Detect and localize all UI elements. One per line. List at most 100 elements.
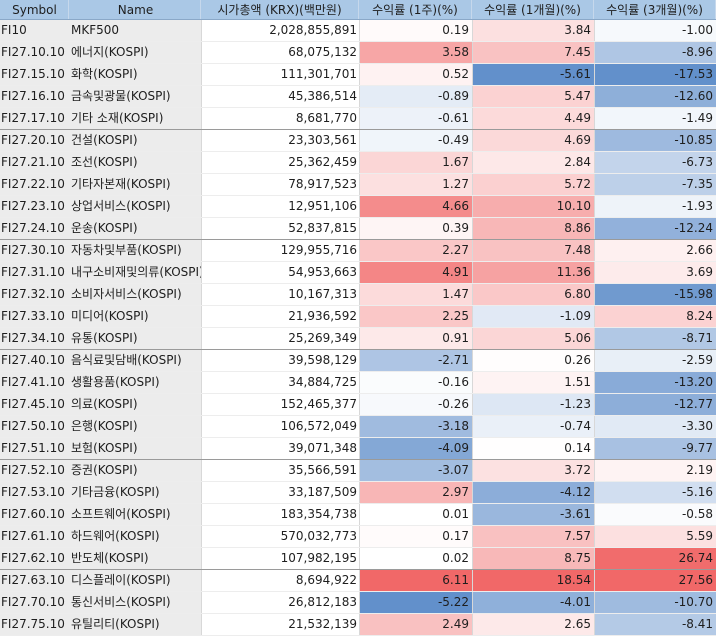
cell-return-1w: 6.11 <box>359 570 472 591</box>
table-row[interactable]: FI27.24.10 운송(KOSPI) 52,837,815 0.39 8.86 -12… <box>0 218 716 240</box>
cell-name: 자동차및부품(KOSPI) <box>69 240 201 261</box>
cell-return-3m: -1.93 <box>594 196 716 217</box>
cell-return-3m: -3.30 <box>594 416 716 437</box>
cell-return-3m: 2.66 <box>594 240 716 261</box>
table-row[interactable]: FI27.45.10 의료(KOSPI) 152,465,377 -0.26 -1.23… <box>0 394 716 416</box>
table-row[interactable]: FI27.32.10 소비자서비스(KOSPI) 10,167,313 1.47 6.8… <box>0 284 716 306</box>
cell-return-3m: -8.41 <box>594 614 716 635</box>
cell-return-1m: 5.06 <box>472 328 594 349</box>
cell-return-3m: 5.59 <box>594 526 716 547</box>
cell-name: 생활용품(KOSPI) <box>69 372 201 393</box>
cell-return-3m: 2.19 <box>594 460 716 481</box>
cell-market-cap: 34,884,725 <box>201 372 359 393</box>
cell-symbol: FI27.60.10 <box>0 504 69 525</box>
cell-name: 기타금융(KOSPI) <box>69 482 201 503</box>
col-header-return-1m[interactable]: 수익률 (1개월)(%) <box>472 0 594 19</box>
cell-market-cap: 12,951,106 <box>201 196 359 217</box>
cell-market-cap: 183,354,738 <box>201 504 359 525</box>
cell-symbol: FI27.30.10 <box>0 240 69 261</box>
cell-return-3m: -8.71 <box>594 328 716 349</box>
cell-market-cap: 68,075,132 <box>201 42 359 63</box>
table-row[interactable]: FI27.51.10 보험(KOSPI) 39,071,348 -4.09 0.14 -9… <box>0 438 716 460</box>
cell-return-1m: -0.74 <box>472 416 594 437</box>
table-row[interactable]: FI27.75.10 유틸리티(KOSPI) 21,532,139 2.49 2.65-… <box>0 614 716 636</box>
cell-return-1w: 0.19 <box>359 20 472 41</box>
cell-return-1m: 2.84 <box>472 152 594 173</box>
table-row[interactable]: FI27.33.10 미디어(KOSPI) 21,936,592 2.25 -1.09 8… <box>0 306 716 328</box>
table-row[interactable]: FI27.61.10 하드웨어(KOSPI) 570,032,773 0.17 7.57… <box>0 526 716 548</box>
cell-return-1m: 7.45 <box>472 42 594 63</box>
cell-name: 보험(KOSPI) <box>69 438 201 459</box>
table-row[interactable]: FI27.60.10 소프트웨어(KOSPI) 183,354,738 0.01 -3.… <box>0 504 716 526</box>
cell-symbol: FI27.16.10 <box>0 86 69 107</box>
cell-market-cap: 23,303,561 <box>201 130 359 151</box>
cell-return-1w: 3.58 <box>359 42 472 63</box>
cell-return-1m: 5.72 <box>472 174 594 195</box>
cell-return-1m: 0.14 <box>472 438 594 459</box>
table-row[interactable]: FI27.41.10 생활용품(KOSPI) 34,884,725 -0.16 1.51… <box>0 372 716 394</box>
cell-return-1w: -0.26 <box>359 394 472 415</box>
col-header-symbol[interactable]: Symbol <box>0 0 69 19</box>
cell-symbol: FI27.23.10 <box>0 196 69 217</box>
cell-return-3m: -12.77 <box>594 394 716 415</box>
cell-return-1m: 11.36 <box>472 262 594 283</box>
cell-market-cap: 33,187,509 <box>201 482 359 503</box>
cell-return-1w: -5.22 <box>359 592 472 613</box>
table-row[interactable]: FI27.20.10 건설(KOSPI) 23,303,561 -0.49 4.69 -1… <box>0 130 716 152</box>
table-row[interactable]: FI27.23.10 상업서비스(KOSPI) 12,951,106 4.66 10.1… <box>0 196 716 218</box>
table-row[interactable]: FI27.17.10 기타 소재(KOSPI) 8,681,770 -0.61 4.49… <box>0 108 716 130</box>
cell-return-1m: 3.72 <box>472 460 594 481</box>
table-row[interactable]: FI27.52.10 증권(KOSPI) 35,566,591 -3.07 3.72 2.… <box>0 460 716 482</box>
cell-name: 에너지(KOSPI) <box>69 42 201 63</box>
col-header-return-1w[interactable]: 수익률 (1주)(%) <box>359 0 472 19</box>
cell-market-cap: 52,837,815 <box>201 218 359 239</box>
cell-return-1w: -3.18 <box>359 416 472 437</box>
cell-name: 유통(KOSPI) <box>69 328 201 349</box>
cell-symbol: FI27.15.10 <box>0 64 69 85</box>
table-row[interactable]: FI27.53.10 기타금융(KOSPI) 33,187,509 2.97 -4.12… <box>0 482 716 504</box>
table-row[interactable]: FI27.34.10 유통(KOSPI) 25,269,349 0.91 5.06 -8.… <box>0 328 716 350</box>
table-row[interactable]: FI27.15.10 화학(KOSPI) 111,301,701 0.52 -5.61-… <box>0 64 716 86</box>
cell-name: 기타 소재(KOSPI) <box>69 108 201 129</box>
cell-name: 기타자본재(KOSPI) <box>69 174 201 195</box>
table-row[interactable]: FI27.62.10 반도체(KOSPI) 107,982,195 0.02 8.75 2… <box>0 548 716 570</box>
cell-return-1m: 0.26 <box>472 350 594 371</box>
cell-symbol: FI27.32.10 <box>0 284 69 305</box>
col-header-return-3m[interactable]: 수익률 (3개월)(%) <box>594 0 716 19</box>
cell-return-1w: -0.61 <box>359 108 472 129</box>
cell-market-cap: 8,681,770 <box>201 108 359 129</box>
table-row[interactable]: FI27.50.10 은행(KOSPI) 106,572,049 -3.18 -0.74… <box>0 416 716 438</box>
grid-header: Symbol Name 시가총액 (KRX)(백만원) 수익률 (1주)(%) … <box>0 0 716 20</box>
table-row[interactable]: FI27.70.10 통신서비스(KOSPI) 26,812,183 -5.22 -4.… <box>0 592 716 614</box>
cell-return-1w: 2.25 <box>359 306 472 327</box>
cell-return-1m: 5.47 <box>472 86 594 107</box>
cell-return-3m: -10.85 <box>594 130 716 151</box>
table-row[interactable]: FI10 MKF500 2,028,855,891 0.19 3.84 -1.00 <box>0 20 716 42</box>
cell-market-cap: 26,812,183 <box>201 592 359 613</box>
cell-return-1w: 1.67 <box>359 152 472 173</box>
table-row[interactable]: FI27.40.10 음식료및담배(KOSPI) 39,598,129 -2.71 0.… <box>0 350 716 372</box>
table-row[interactable]: FI27.30.10 자동차및부품(KOSPI) 129,955,716 2.27 7.… <box>0 240 716 262</box>
cell-market-cap: 8,694,922 <box>201 570 359 591</box>
cell-return-1w: -4.09 <box>359 438 472 459</box>
table-row[interactable]: FI27.10.10 에너지(KOSPI) 68,075,132 3.58 7.45 -8… <box>0 42 716 64</box>
table-row[interactable]: FI27.22.10 기타자본재(KOSPI) 78,917,523 1.27 5.72… <box>0 174 716 196</box>
cell-return-1w: -2.71 <box>359 350 472 371</box>
table-row[interactable]: FI27.31.10 내구소비재및의류(KOSPI) 54,953,663 4.91 1… <box>0 262 716 284</box>
cell-market-cap: 129,955,716 <box>201 240 359 261</box>
cell-return-1w: 0.02 <box>359 548 472 569</box>
cell-return-1m: -5.61 <box>472 64 594 85</box>
table-row[interactable]: FI27.16.10 금속및광물(KOSPI) 45,386,514 -0.89 5.4… <box>0 86 716 108</box>
col-header-market-cap[interactable]: 시가총액 (KRX)(백만원) <box>201 0 359 19</box>
cell-name: 디스플레이(KOSPI) <box>69 570 201 591</box>
cell-market-cap: 107,982,195 <box>201 548 359 569</box>
cell-symbol: FI27.17.10 <box>0 108 69 129</box>
cell-return-1m: 10.10 <box>472 196 594 217</box>
cell-return-1m: -3.61 <box>472 504 594 525</box>
cell-market-cap: 45,386,514 <box>201 86 359 107</box>
table-row[interactable]: FI27.63.10 디스플레이(KOSPI) 8,694,922 6.11 18.54… <box>0 570 716 592</box>
cell-market-cap: 25,362,459 <box>201 152 359 173</box>
table-row[interactable]: FI27.21.10 조선(KOSPI) 25,362,459 1.67 2.84 -6.… <box>0 152 716 174</box>
col-header-name[interactable]: Name <box>69 0 201 19</box>
cell-return-3m: -10.70 <box>594 592 716 613</box>
